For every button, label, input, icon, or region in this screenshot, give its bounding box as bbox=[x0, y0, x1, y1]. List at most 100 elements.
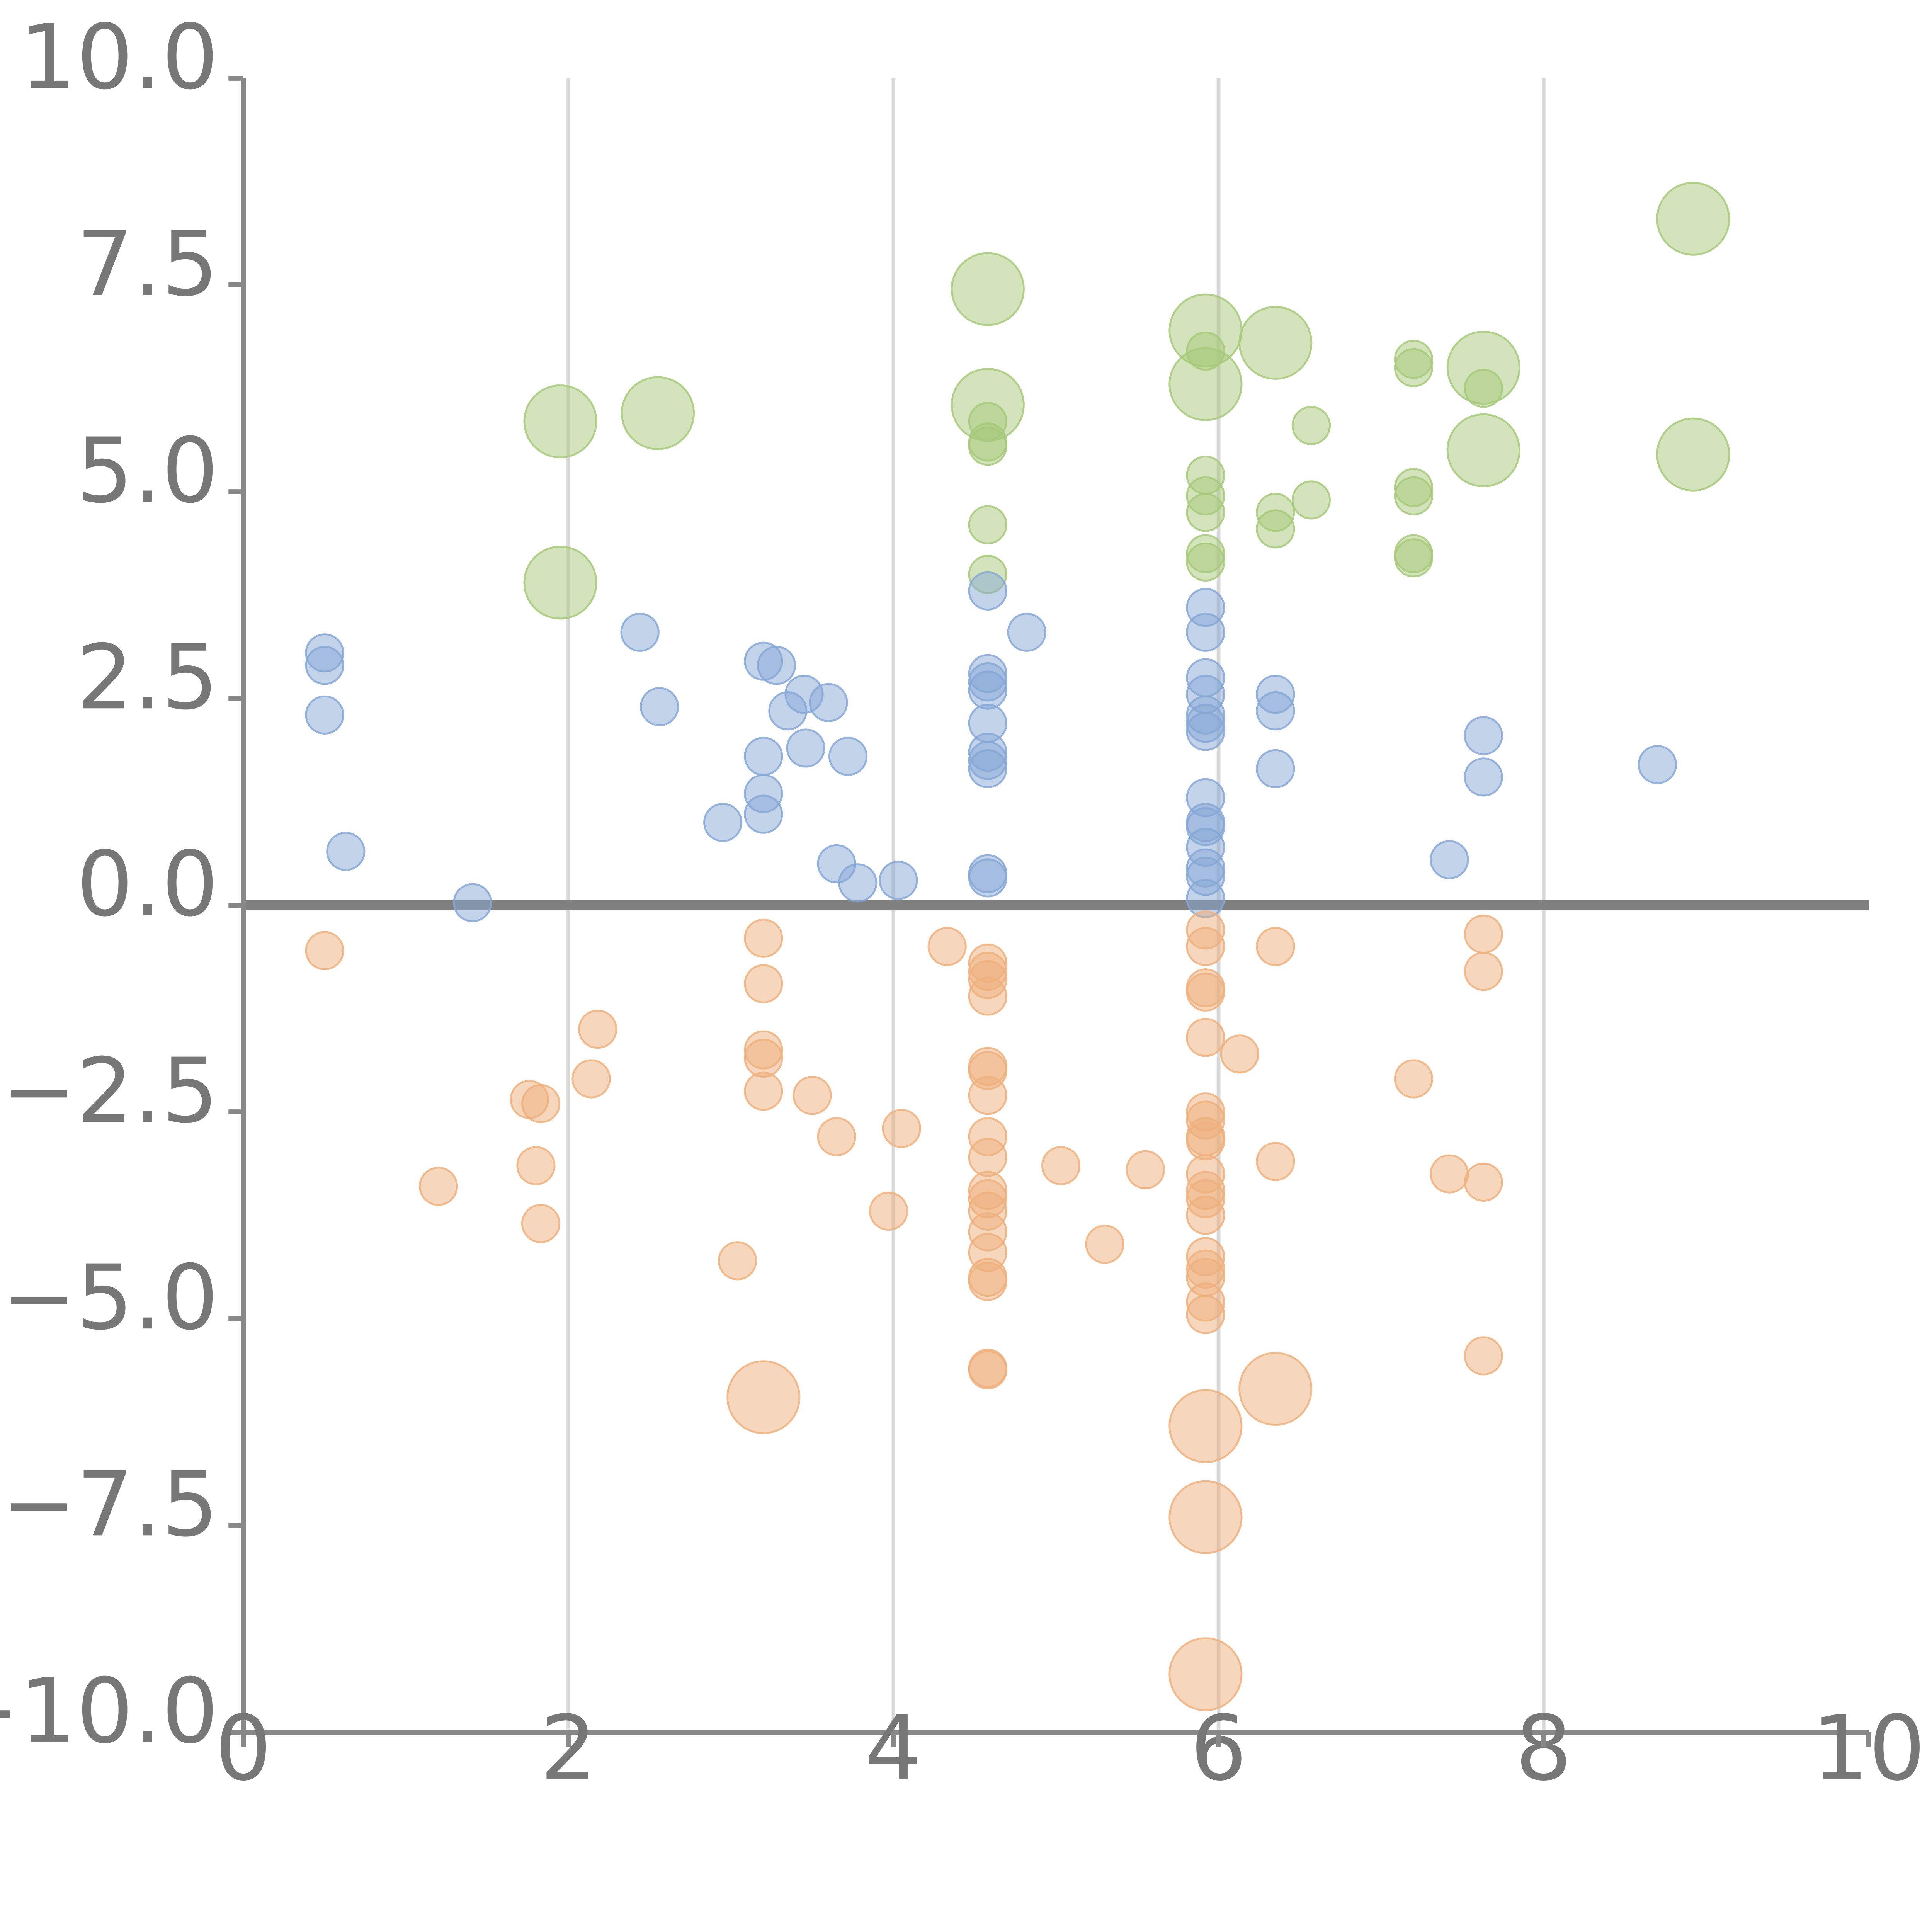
orange-data-point bbox=[1186, 1121, 1225, 1161]
orange-data-point bbox=[1186, 1196, 1225, 1235]
orange-data-point bbox=[1220, 1034, 1259, 1074]
blue-data-point bbox=[744, 794, 783, 834]
green-data-point bbox=[968, 427, 1007, 466]
orange-data-point bbox=[1464, 914, 1503, 954]
orange-data-point bbox=[1394, 1059, 1433, 1099]
orange-data-point bbox=[1168, 1480, 1243, 1554]
y-tick-label: 0.0 bbox=[77, 832, 219, 936]
green-data-point bbox=[1394, 538, 1433, 578]
blue-data-point bbox=[1638, 745, 1677, 784]
green-data-point bbox=[1291, 480, 1331, 520]
blue-data-point bbox=[744, 736, 783, 776]
orange-data-point bbox=[521, 1084, 561, 1123]
blue-data-point bbox=[968, 670, 1007, 710]
orange-data-point bbox=[882, 1109, 921, 1148]
x-axis-ticks: 0 2 4 6 8 10 bbox=[215, 1696, 1925, 1801]
green-data-point bbox=[968, 505, 1007, 544]
orange-data-point bbox=[968, 976, 1007, 1016]
blue-data-point bbox=[1464, 757, 1503, 797]
orange-data-point bbox=[1085, 1225, 1124, 1264]
orange-data-point bbox=[418, 1167, 458, 1206]
y-tick-label: 7.5 bbox=[77, 212, 219, 316]
blue-data-point bbox=[703, 803, 743, 842]
y-axis-ticks: 10.0 7.5 5.0 2.5 0.0 −2.5 −5.0 −7.5 −10.… bbox=[0, 5, 243, 1763]
blue-data-point bbox=[1186, 712, 1225, 751]
blue-data-point bbox=[1256, 691, 1295, 731]
orange-data-point bbox=[1256, 1142, 1295, 1181]
orange-data-point bbox=[1186, 927, 1225, 966]
y-tick-label: 5.0 bbox=[77, 418, 219, 523]
blue-data-point bbox=[809, 683, 848, 722]
x-tick-label: 2 bbox=[540, 1696, 597, 1801]
orange-data-point bbox=[927, 927, 967, 966]
green-data-point bbox=[523, 384, 597, 459]
orange-data-point bbox=[744, 1038, 783, 1078]
green-data-point bbox=[1256, 509, 1295, 549]
orange-data-point bbox=[1464, 1336, 1503, 1376]
blue-data-point bbox=[968, 571, 1007, 611]
orange-data-point bbox=[1186, 1018, 1225, 1057]
blue-data-point bbox=[879, 861, 918, 900]
orange-data-point bbox=[521, 1204, 561, 1243]
orange-data-point bbox=[968, 1262, 1007, 1301]
blue-data-point bbox=[1430, 840, 1469, 879]
green-data-point bbox=[621, 376, 695, 450]
orange-data-point bbox=[968, 1138, 1007, 1177]
orange-data-point bbox=[1041, 1146, 1081, 1185]
orange-data-point bbox=[1464, 1162, 1503, 1202]
green-data-point bbox=[1656, 417, 1730, 492]
green-data-point bbox=[1186, 542, 1225, 582]
blue-data-point bbox=[968, 858, 1007, 898]
green-data-point bbox=[1394, 348, 1433, 388]
x-tick-label: 8 bbox=[1515, 1696, 1572, 1801]
blue-data-point bbox=[1186, 612, 1225, 652]
orange-data-point bbox=[817, 1117, 856, 1156]
blue-data-point bbox=[828, 736, 868, 776]
orange-data-point bbox=[1256, 927, 1295, 966]
green-data-point bbox=[951, 252, 1025, 326]
blue-data-point bbox=[620, 612, 660, 652]
blue-data-point bbox=[453, 883, 492, 922]
orange-data-point bbox=[1238, 1352, 1313, 1426]
orange-data-point bbox=[793, 1076, 832, 1115]
orange-data-point bbox=[744, 918, 783, 958]
blue-data-point bbox=[1464, 716, 1503, 755]
green-data-point bbox=[1656, 182, 1730, 256]
blue-data-point bbox=[757, 646, 796, 685]
orange-data-point bbox=[571, 1059, 611, 1099]
orange-data-point bbox=[1168, 1389, 1243, 1463]
green-data-point bbox=[1464, 369, 1503, 408]
blue-data-point bbox=[838, 863, 878, 903]
blue-data-point bbox=[305, 695, 344, 735]
green-data-point bbox=[1186, 332, 1225, 371]
orange-data-point bbox=[726, 1360, 801, 1434]
orange-data-point bbox=[968, 1350, 1007, 1389]
green-data-point bbox=[1186, 493, 1225, 532]
blue-data-point bbox=[968, 749, 1007, 789]
green-data-point bbox=[523, 546, 597, 620]
orange-data-point bbox=[1464, 952, 1503, 991]
orange-data-point bbox=[578, 1009, 617, 1049]
x-tick-label: 0 bbox=[215, 1696, 272, 1801]
orange-data-point bbox=[744, 964, 783, 1003]
green-data-point bbox=[1238, 306, 1313, 380]
y-tick-label: 10.0 bbox=[19, 5, 218, 109]
orange-data-point bbox=[516, 1146, 556, 1185]
y-tick-label: −2.5 bbox=[2, 1039, 219, 1143]
blue-data-point bbox=[326, 832, 366, 871]
orange-data-point bbox=[1186, 1295, 1225, 1334]
orange-data-point bbox=[305, 931, 344, 970]
orange-data-point bbox=[968, 1076, 1007, 1115]
y-tick-label: −5.0 bbox=[2, 1245, 219, 1350]
y-tick-label: 2.5 bbox=[77, 625, 219, 730]
orange-data-point bbox=[1430, 1154, 1469, 1194]
x-tick-label: 4 bbox=[865, 1696, 922, 1801]
y-tick-label: −7.5 bbox=[2, 1452, 219, 1556]
green-data-point bbox=[1394, 476, 1433, 515]
orange-data-point bbox=[1186, 972, 1225, 1012]
blue-data-point bbox=[640, 687, 679, 726]
y-tick-label: −10.0 bbox=[0, 1659, 219, 1763]
orange-data-point bbox=[718, 1241, 757, 1281]
blue-data-point bbox=[1007, 612, 1046, 652]
